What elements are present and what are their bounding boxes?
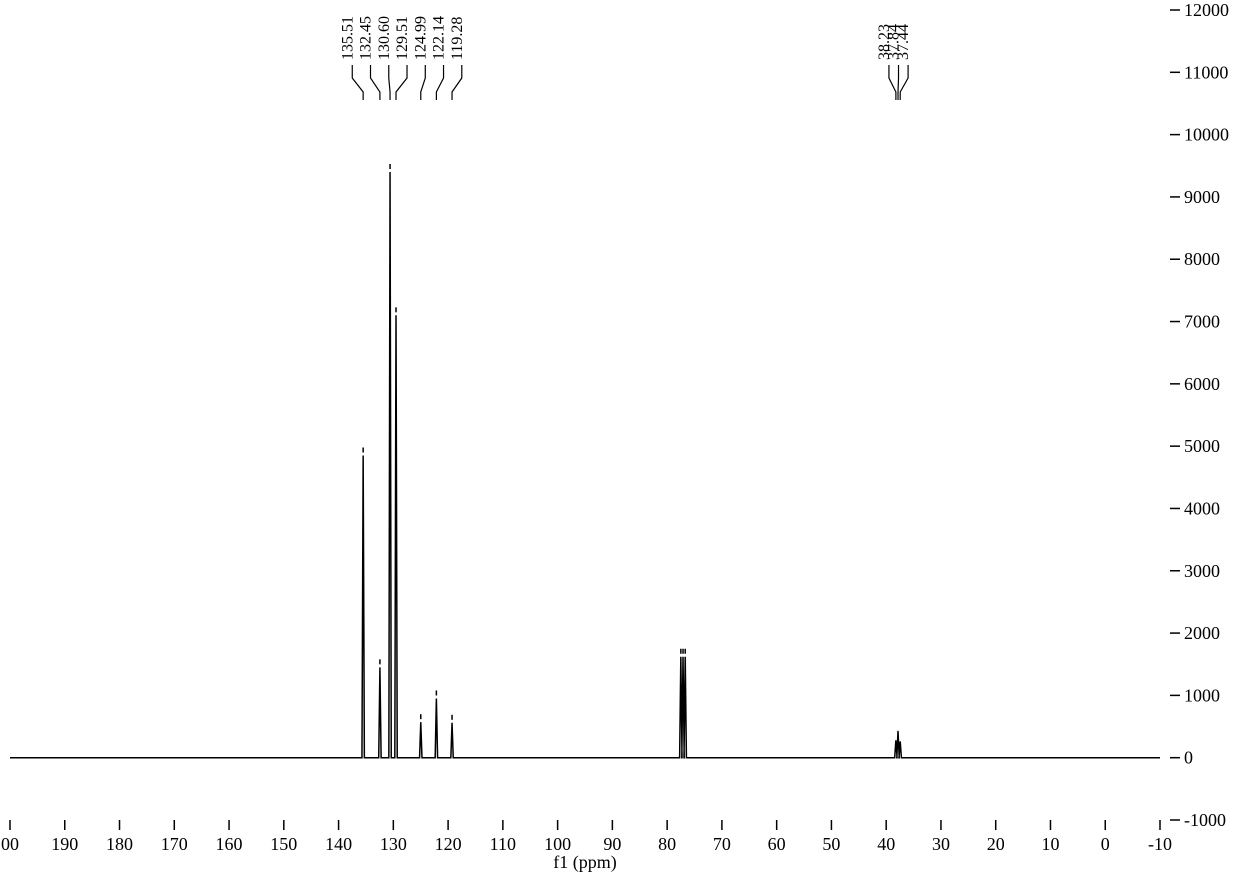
x-tick-label: 190	[51, 834, 78, 854]
x-tick-label: 150	[270, 834, 297, 854]
y-tick-label: 1000	[1184, 685, 1220, 705]
x-tick-label: 140	[325, 834, 352, 854]
y-tick-label: 10000	[1184, 125, 1229, 145]
y-tick-label: 9000	[1184, 187, 1220, 207]
y-tick-label: 7000	[1184, 312, 1220, 332]
nmr-spectrum-chart: 0019018017016015014013012011010090807060…	[0, 0, 1240, 888]
y-tick-label: 12000	[1184, 0, 1229, 20]
peak-label: 135.51	[339, 16, 356, 60]
spectrum-trace	[10, 172, 1160, 758]
y-tick-label: 2000	[1184, 623, 1220, 643]
peak-label: 124.99	[412, 16, 429, 60]
x-tick-label: 50	[822, 834, 840, 854]
x-tick-label: 180	[106, 834, 133, 854]
x-tick-label: 100	[544, 834, 571, 854]
x-tick-label: 60	[768, 834, 786, 854]
x-tick-label: 10	[1041, 834, 1059, 854]
x-tick-label: 90	[603, 834, 621, 854]
x-tick-label: 30	[932, 834, 950, 854]
x-tick-label: -10	[1148, 834, 1172, 854]
peak-label: 122.14	[431, 16, 448, 60]
x-tick-label: 00	[1, 834, 19, 854]
x-tick-label: 170	[161, 834, 188, 854]
y-tick-label: 8000	[1184, 249, 1220, 269]
peak-label: 119.28	[449, 17, 466, 60]
x-tick-label: 130	[380, 834, 407, 854]
x-tick-label: 0	[1101, 834, 1110, 854]
x-tick-label: 120	[435, 834, 462, 854]
peak-label: 130.60	[376, 16, 393, 60]
y-tick-label: 4000	[1184, 498, 1220, 518]
x-tick-label: 20	[987, 834, 1005, 854]
y-tick-label: 11000	[1184, 62, 1228, 82]
x-tick-label: 160	[216, 834, 243, 854]
x-tick-label: 80	[658, 834, 676, 854]
peak-label: 129.51	[394, 16, 411, 60]
x-tick-label: 40	[877, 834, 895, 854]
y-tick-label: 5000	[1184, 436, 1220, 456]
y-tick-label: -1000	[1184, 810, 1226, 830]
peak-label: 37.44	[895, 24, 912, 60]
y-tick-label: 0	[1184, 748, 1193, 768]
x-tick-label: 110	[490, 834, 516, 854]
x-axis-label: f1 (ppm)	[553, 852, 616, 873]
y-tick-label: 6000	[1184, 374, 1220, 394]
peak-label: 132.45	[358, 16, 375, 60]
y-tick-label: 3000	[1184, 561, 1220, 581]
x-tick-label: 70	[713, 834, 731, 854]
